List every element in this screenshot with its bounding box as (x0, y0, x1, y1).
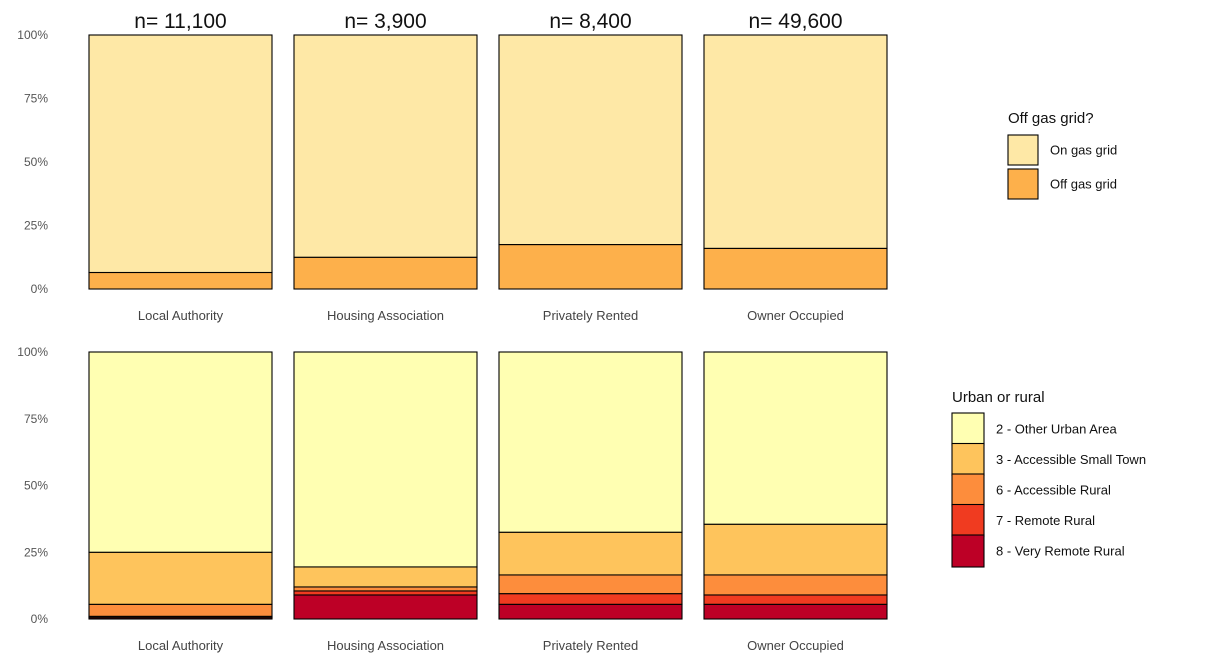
bar-segment (703, 523, 888, 576)
x-tick-label: Privately Rented (543, 638, 638, 653)
bar-segment (293, 34, 478, 258)
bar-segment (703, 574, 888, 596)
y-tick-label: 100% (17, 345, 48, 359)
x-tick-label: Housing Association (327, 638, 444, 653)
bar-segment (293, 566, 478, 588)
y-tick-label: 50% (24, 155, 48, 169)
chart-panel-1: 0% 25% 50% 75% 100% Local Authority n= 11,100 H… (17, 10, 1117, 323)
legend-item-label: 3 - Accessible Small Town (996, 452, 1146, 467)
legend-swatch (1007, 134, 1039, 166)
y-tick-label: 0% (31, 612, 49, 626)
bar-segment (703, 351, 888, 525)
bar-segment (498, 531, 683, 576)
bar-segment (293, 590, 478, 596)
y-tick-label: 25% (24, 545, 48, 559)
bar-segment (498, 593, 683, 605)
y-tick-label: 50% (24, 479, 48, 493)
legend-swatch (951, 442, 985, 477)
x-tick-label: Owner Occupied (747, 308, 844, 323)
bar-segment (293, 586, 478, 592)
legend-swatch (951, 412, 985, 446)
legend-swatch (1007, 168, 1039, 200)
legend-title: Urban or rural (952, 389, 1045, 406)
legend-swatch (951, 534, 985, 568)
bar-segment (293, 594, 478, 620)
y-tick-label: 0% (31, 282, 49, 296)
x-tick-label: Housing Association (327, 308, 444, 323)
y-tick-label: 100% (17, 28, 48, 42)
legend-swatch (951, 503, 985, 538)
bar-segment (293, 351, 478, 568)
y-tick-label: 75% (24, 412, 48, 426)
x-tick-label: Owner Occupied (747, 638, 844, 653)
legend-2: Urban or rural 2 - Other Urban Area 3 - Ac… (951, 389, 1146, 568)
bar-segment (498, 34, 683, 246)
bar-segment (498, 351, 683, 533)
bar-segment (88, 271, 273, 290)
bar-segment (88, 351, 273, 553)
x-tick-label: Local Authority (138, 308, 224, 323)
legend-title: Off gas grid? (1008, 110, 1094, 127)
bar-segment (703, 603, 888, 620)
legend-1: Off gas grid? On gas grid Off gas grid (1007, 110, 1117, 200)
x-tick-label: Local Authority (138, 638, 224, 653)
legend-item-label: Off gas grid (1050, 177, 1117, 192)
bar-count-label: n= 3,900 (344, 10, 426, 33)
bar-count-label: n= 11,100 (134, 10, 226, 33)
bar-segment (703, 594, 888, 605)
y-tick-label: 75% (24, 92, 48, 106)
bar-count-label: n= 8,400 (549, 10, 631, 33)
bar-segment (293, 256, 478, 290)
legend-item-label: 8 - Very Remote Rural (996, 544, 1125, 559)
legend-item-label: On gas grid (1050, 143, 1117, 158)
legend-item-label: 6 - Accessible Rural (996, 483, 1111, 498)
y-tick-label: 25% (24, 219, 48, 233)
bar-segment (88, 34, 273, 274)
bar-segment (88, 551, 273, 605)
legend-item-label: 2 - Other Urban Area (996, 422, 1117, 437)
bar-segment (498, 574, 683, 595)
bar-segment (703, 247, 888, 290)
bar-segment (498, 244, 683, 290)
bar-segment (498, 603, 683, 620)
legend-item-label: 7 - Remote Rural (996, 513, 1095, 528)
chart-panel-2: 0% 25% 50% 75% 100% Local Authority Housing As… (17, 345, 1146, 653)
bar-segment (703, 34, 888, 249)
legend-swatch (951, 473, 985, 507)
bar-segment (88, 603, 273, 617)
bar-count-label: n= 49,600 (748, 10, 842, 33)
x-tick-label: Privately Rented (543, 308, 638, 323)
